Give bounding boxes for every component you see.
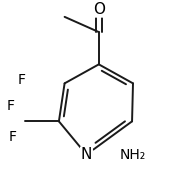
Text: F: F (8, 130, 16, 144)
Text: N: N (81, 147, 92, 162)
Text: O: O (93, 2, 105, 17)
Text: F: F (18, 73, 26, 87)
Text: NH₂: NH₂ (120, 148, 146, 162)
Text: F: F (6, 99, 14, 113)
